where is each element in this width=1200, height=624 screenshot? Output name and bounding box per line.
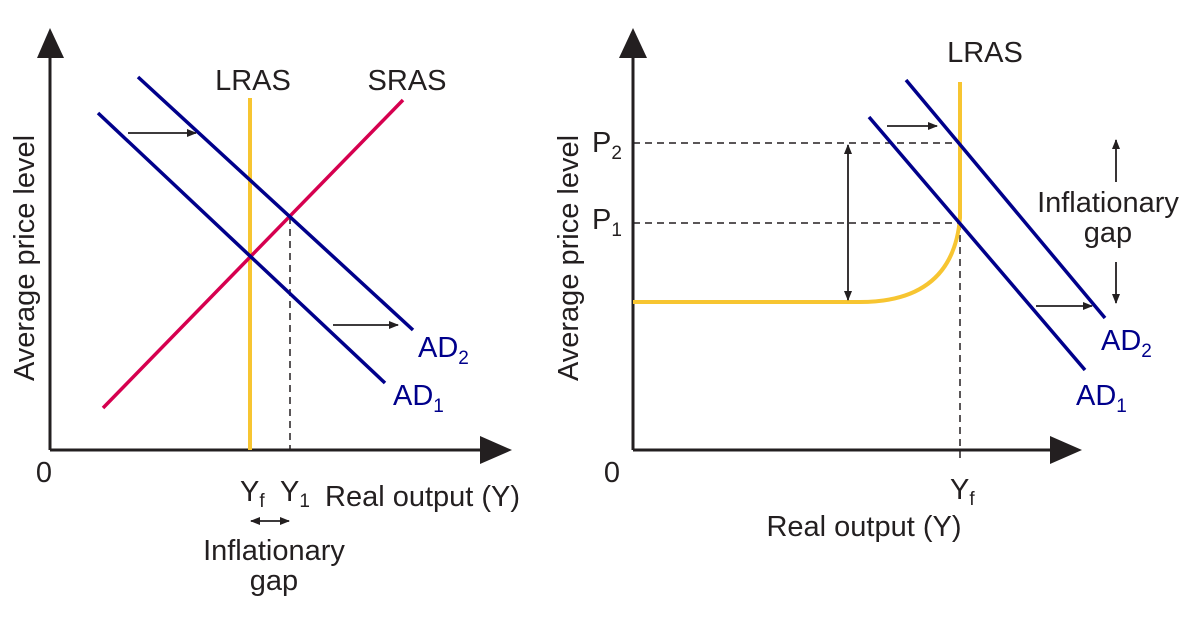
right-gap-label-line1: Inflationary [1037,187,1179,219]
left-ad2-main: AD [418,332,458,364]
right-p1-label: P1 [592,204,622,241]
right-gap-label-line2: gap [1084,217,1132,249]
left-x-axis-label: Real output (Y) [325,481,520,513]
left-y1-label: Y1 [280,476,310,512]
left-gap-label-line2: gap [250,565,298,597]
left-sras-label: SRAS [368,65,447,97]
right-ad1-sub: 1 [1116,396,1127,417]
right-ad2-label: AD2 [1101,325,1152,362]
right-ad1-label: AD1 [1076,380,1127,417]
left-yf-sub: f [259,491,265,512]
left-ad2-line [136,75,415,332]
right-yf-label: Yf [950,474,975,510]
right-x-axis-label: Real output (Y) [766,511,961,543]
left-y-axis-label: Average price level [9,135,41,381]
right-origin-label: 0 [604,457,620,489]
left-ad2-sub: 2 [458,348,469,369]
right-ad2-main: AD [1101,325,1141,357]
left-sras-line [101,98,405,410]
left-x-axis-arrowhead [480,436,512,464]
right-p2-label: P2 [592,127,622,164]
right-y-axis-arrowhead [619,28,647,58]
right-ad1-line [867,115,1087,372]
right-p2-sub: 2 [611,143,622,164]
left-gap-label-line1: Inflationary [203,535,345,567]
left-y1-sub: 1 [299,491,310,512]
right-p2-main: P [592,127,611,159]
left-ad1-main: AD [393,380,433,412]
left-origin-label: 0 [36,457,52,489]
left-ad1-line [96,111,387,385]
left-y-axis-arrowhead [37,28,64,58]
left-yf-main: Y [240,476,259,508]
left-ad1-label: AD1 [393,380,444,417]
right-lras-label: LRAS [947,37,1023,69]
left-ad2-label: AD2 [418,332,469,369]
right-p1-sub: 1 [611,220,622,241]
right-yf-main: Y [950,474,969,506]
right-yf-sub: f [969,489,975,510]
left-panel: 0 Average price level Real output (Y) LR… [9,28,520,597]
right-ad1-main: AD [1076,380,1116,412]
right-y-axis-label: Average price level [553,135,585,381]
left-yf-label: Yf [240,476,265,512]
right-ad2-sub: 2 [1141,341,1152,362]
right-p1-main: P [592,204,611,236]
right-panel: 0 Average price level Real output (Y) LR… [553,28,1179,543]
right-x-axis-arrowhead [1050,436,1082,464]
right-ad2-line [904,78,1107,320]
left-y1-main: Y [280,476,299,508]
left-ad1-sub: 1 [433,396,444,417]
right-lras-curve [633,82,962,304]
left-lras-label: LRAS [215,65,291,97]
